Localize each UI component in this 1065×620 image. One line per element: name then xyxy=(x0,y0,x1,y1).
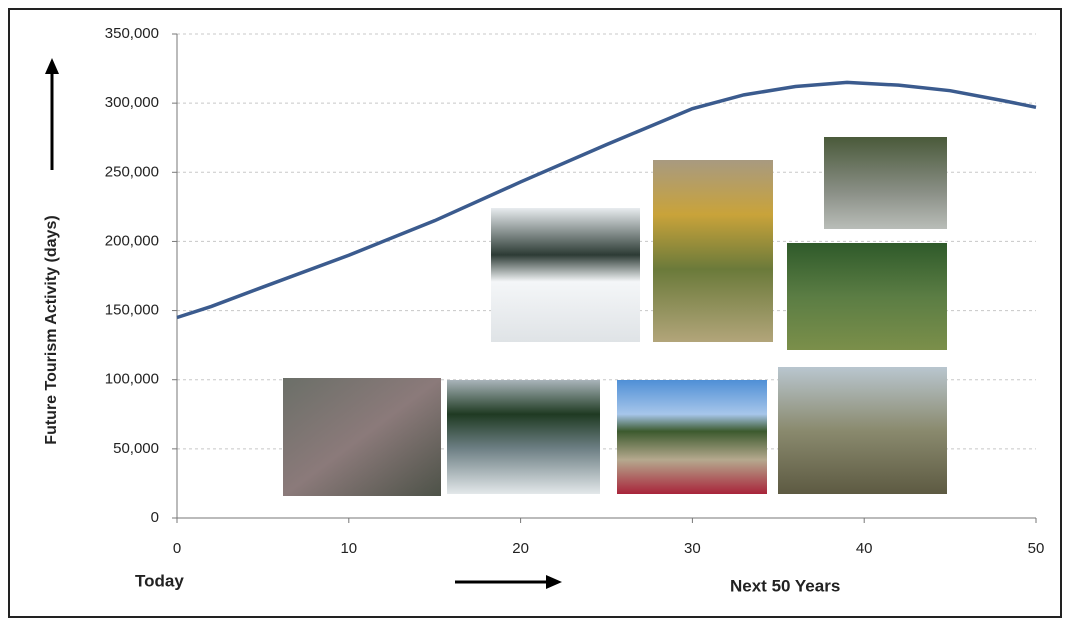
photo-horse xyxy=(653,160,773,342)
photo-atv xyxy=(617,380,767,494)
x-tick-label: 30 xyxy=(684,540,701,557)
y-tick-label: 200,000 xyxy=(105,232,159,249)
photo-snowmobile xyxy=(491,208,640,342)
photo-camping xyxy=(787,243,947,350)
x-tick-label: 40 xyxy=(856,540,873,557)
photos xyxy=(283,137,947,496)
y-axis-label: Future Tourism Activity (days) xyxy=(43,215,60,444)
y-tick-label: 0 xyxy=(151,509,159,526)
x-end-label: Next 50 Years xyxy=(730,576,840,595)
x-tick-label: 50 xyxy=(1028,540,1045,557)
y-tick-label: 350,000 xyxy=(105,25,159,42)
photo-fishing xyxy=(283,378,441,496)
y-tick-label: 300,000 xyxy=(105,94,159,111)
y-tick-label: 150,000 xyxy=(105,302,159,319)
y-tick-label: 250,000 xyxy=(105,163,159,180)
photo-rafting xyxy=(447,380,600,494)
y-tick-label: 50,000 xyxy=(113,440,159,457)
x-tick-label: 20 xyxy=(512,540,529,557)
x-tick-label: 0 xyxy=(173,540,181,557)
y-tick-label: 100,000 xyxy=(105,371,159,388)
x-start-label: Today xyxy=(135,571,184,590)
line-series xyxy=(176,80,1037,320)
photo-hunting xyxy=(778,367,947,494)
frame xyxy=(8,8,1062,618)
arrow-up-head xyxy=(45,58,59,74)
photo-bikes xyxy=(824,137,947,229)
arrow-right-head xyxy=(546,575,562,589)
x-tick-label: 10 xyxy=(340,540,357,557)
